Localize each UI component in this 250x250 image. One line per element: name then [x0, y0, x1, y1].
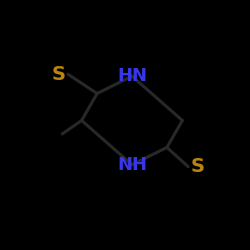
- Text: HN: HN: [117, 67, 147, 85]
- Text: S: S: [191, 157, 205, 176]
- Text: NH: NH: [117, 156, 147, 174]
- Text: S: S: [52, 65, 66, 84]
